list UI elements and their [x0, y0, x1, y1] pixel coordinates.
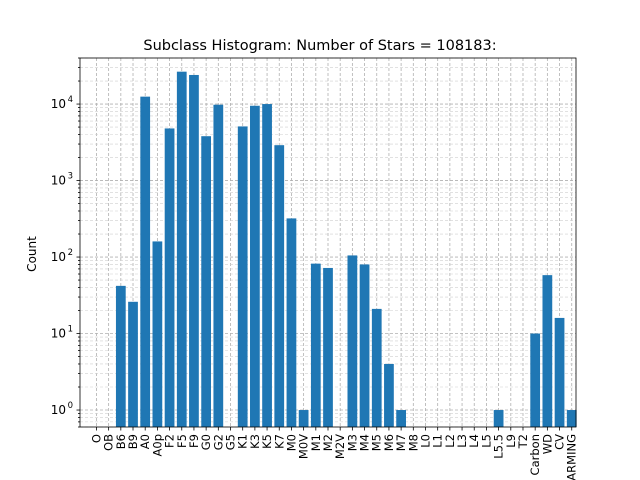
- x-tick-label: L0: [418, 434, 432, 448]
- y-tick-label: 10: [51, 174, 66, 188]
- x-tick-label: G0: [199, 434, 213, 450]
- y-tick-exponent: 3: [68, 172, 73, 182]
- x-tick-label: K7: [272, 434, 286, 449]
- y-tick-exponent: 0: [68, 401, 73, 411]
- bars: [115, 71, 577, 428]
- x-tick-label: B6: [114, 434, 128, 449]
- x-tick-label: M2V: [333, 434, 347, 459]
- x-tick-label: K3: [248, 434, 262, 449]
- x-tick-label: K5: [260, 434, 274, 449]
- y-tick-exponent: 1: [68, 325, 73, 335]
- bar-a0: [140, 96, 151, 428]
- y-tick-label: 10: [51, 327, 66, 341]
- x-tick-label: M4: [358, 434, 372, 451]
- x-tick-label: CV: [553, 434, 567, 450]
- bar-a0p: [152, 241, 163, 427]
- bar-k7: [274, 145, 285, 427]
- x-tick-label: M1: [309, 434, 323, 451]
- bar-b9: [128, 301, 138, 427]
- bar-f2: [164, 128, 175, 428]
- x-tick-label: L5: [479, 434, 493, 448]
- y-tick-label: 10: [51, 250, 66, 264]
- bar-warming: [566, 410, 577, 427]
- bar-f5: [176, 71, 187, 427]
- x-tick-label: T2: [516, 434, 530, 449]
- x-tick-label: WARMING: [565, 434, 579, 480]
- y-axis-label: Count: [25, 236, 39, 272]
- x-tick-label: F5: [175, 434, 189, 448]
- x-tick-label: M2: [321, 434, 335, 451]
- bar-carbon: [530, 333, 541, 427]
- bar-m7: [396, 410, 406, 427]
- x-tick-label: M8: [406, 434, 420, 451]
- bar-wd: [542, 275, 553, 427]
- x-tick-label: M7: [394, 434, 408, 451]
- x-tick-label: OB: [102, 434, 116, 451]
- x-tick-label: WD: [540, 434, 554, 454]
- x-tick-label: M3: [345, 434, 359, 451]
- x-tick-label: O: [89, 434, 103, 443]
- bar-g2: [213, 104, 224, 427]
- bar-m0: [286, 218, 297, 427]
- bar-m5: [371, 308, 382, 427]
- x-tick-label: M0V: [297, 434, 311, 459]
- bar-m2: [323, 267, 333, 427]
- chart-title: Subclass Histogram: Number of Stars = 10…: [143, 38, 496, 54]
- y-tick-exponent: 4: [68, 95, 73, 105]
- bar-k3: [250, 105, 260, 427]
- y-tick-label: 10: [51, 97, 66, 111]
- x-tick-label: G2: [211, 434, 225, 450]
- x-tick-label: M0: [284, 434, 298, 451]
- x-axis-ticks: OOBB6B9A0A0pF2F5F9G0G2G5K1K3K5K7M0M0VM1M…: [89, 427, 579, 480]
- y-tick-exponent: 2: [68, 248, 73, 258]
- x-tick-label: F9: [187, 434, 201, 448]
- x-tick-label: A0: [138, 434, 152, 449]
- bar-f9: [189, 74, 199, 427]
- bar-l5-5: [493, 410, 504, 427]
- bar-m1: [310, 263, 321, 427]
- bar-m6: [384, 363, 394, 427]
- bar-g0: [201, 136, 212, 427]
- x-tick-label: K1: [236, 434, 250, 449]
- y-tick-label: 10: [51, 403, 66, 417]
- x-tick-label: L5.5: [492, 434, 506, 459]
- bar-m0v: [298, 410, 309, 427]
- x-tick-label: M6: [382, 434, 396, 451]
- bar-b6: [115, 285, 126, 427]
- bar-m3: [347, 255, 358, 427]
- bar-k5: [262, 104, 272, 428]
- x-tick-label: L3: [455, 434, 469, 448]
- x-tick-label: M5: [370, 434, 384, 451]
- x-tick-label: L2: [443, 434, 457, 448]
- x-tick-label: L1: [431, 434, 445, 448]
- x-tick-label: A0p: [150, 434, 164, 456]
- bar-cv: [554, 317, 565, 427]
- x-tick-label: L4: [467, 434, 481, 448]
- bar-m4: [359, 264, 370, 427]
- x-tick-label: F2: [163, 434, 177, 448]
- x-tick-label: B9: [126, 434, 140, 449]
- x-tick-label: Carbon: [528, 434, 542, 475]
- x-tick-label: L9: [504, 434, 518, 448]
- bar-k1: [237, 126, 248, 427]
- x-tick-label: G5: [224, 434, 238, 450]
